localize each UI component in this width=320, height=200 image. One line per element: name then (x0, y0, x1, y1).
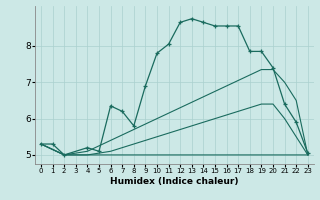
X-axis label: Humidex (Indice chaleur): Humidex (Indice chaleur) (110, 177, 239, 186)
